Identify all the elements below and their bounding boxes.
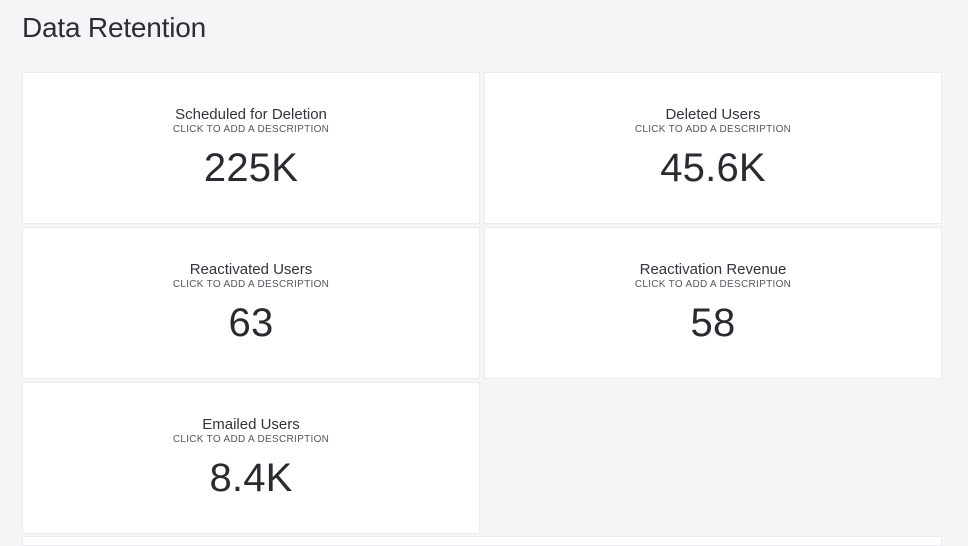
add-description-link[interactable]: CLICK TO ADD A DESCRIPTION xyxy=(172,279,330,290)
metric-card-scheduled-for-deletion[interactable]: Scheduled for Deletion CLICK TO ADD A DE… xyxy=(22,72,480,224)
metric-value: 225K xyxy=(203,146,299,190)
add-description-link[interactable]: CLICK TO ADD A DESCRIPTION xyxy=(634,124,792,135)
metric-value: 63 xyxy=(228,301,274,345)
metric-title: Scheduled for Deletion xyxy=(175,106,327,123)
add-description-link[interactable]: CLICK TO ADD A DESCRIPTION xyxy=(172,434,330,445)
next-card-edge xyxy=(22,536,942,546)
metric-value: 58 xyxy=(690,301,736,345)
metric-card-emailed-users[interactable]: Emailed Users CLICK TO ADD A DESCRIPTION… xyxy=(22,382,480,534)
page-title: Data Retention xyxy=(22,12,206,43)
metric-title: Deleted Users xyxy=(665,106,761,123)
metric-title: Emailed Users xyxy=(202,416,300,433)
add-description-link[interactable]: CLICK TO ADD A DESCRIPTION xyxy=(172,124,330,135)
metric-card-reactivated-users[interactable]: Reactivated Users CLICK TO ADD A DESCRIP… xyxy=(22,227,480,379)
metric-value: 45.6K xyxy=(660,146,766,190)
metric-title: Reactivation Revenue xyxy=(639,261,787,278)
metrics-grid: Scheduled for Deletion CLICK TO ADD A DE… xyxy=(22,72,942,534)
add-description-link[interactable]: CLICK TO ADD A DESCRIPTION xyxy=(634,279,792,290)
metric-card-deleted-users[interactable]: Deleted Users CLICK TO ADD A DESCRIPTION… xyxy=(484,72,942,224)
metric-card-reactivation-revenue[interactable]: Reactivation Revenue CLICK TO ADD A DESC… xyxy=(484,227,942,379)
metric-title: Reactivated Users xyxy=(189,261,313,278)
metric-value: 8.4K xyxy=(209,456,293,500)
